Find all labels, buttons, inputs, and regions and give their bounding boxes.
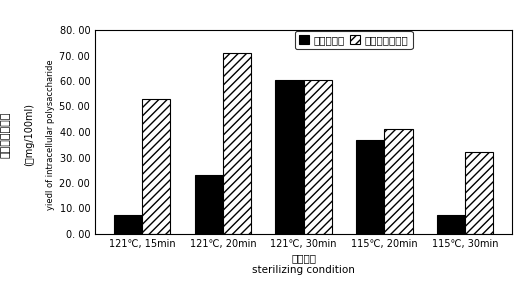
Bar bbox=[114, 215, 142, 234]
Bar bbox=[276, 80, 304, 234]
Text: 胸内粗多糖含量: 胸内粗多糖含量 bbox=[1, 112, 10, 158]
Legend: 混合后灬谷, 分别灬谷后混合: 混合后灬谷, 分别灬谷后混合 bbox=[295, 31, 412, 50]
Bar bbox=[384, 129, 412, 234]
Bar bbox=[142, 99, 171, 234]
Bar bbox=[465, 152, 493, 234]
Text: (ｭmg/100ml): (ｭmg/100ml) bbox=[24, 103, 34, 166]
Bar bbox=[304, 80, 332, 234]
Bar bbox=[195, 175, 223, 234]
Bar bbox=[223, 53, 251, 234]
Text: yiedl of intracellular polysaccharide: yiedl of intracellular polysaccharide bbox=[45, 60, 55, 210]
Bar bbox=[437, 215, 465, 234]
X-axis label: 灬谷条件
sterilizing condition: 灬谷条件 sterilizing condition bbox=[252, 253, 355, 274]
Bar bbox=[356, 140, 384, 234]
